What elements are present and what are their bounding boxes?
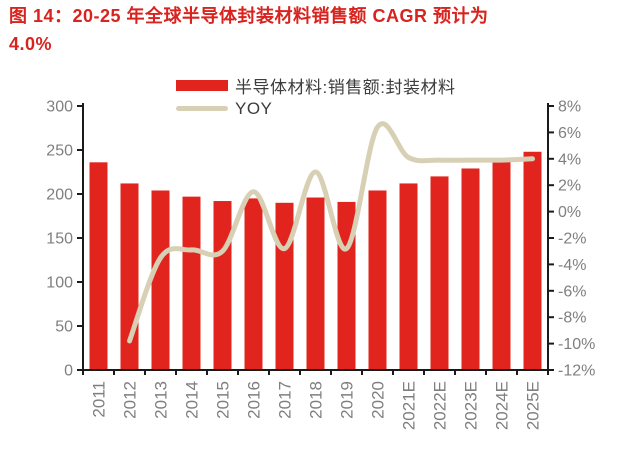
bar-2022E [430, 176, 449, 370]
bar-2017 [275, 202, 294, 370]
figure-title: 图 14：20-25 年全球半导体封装材料销售额 CAGR 预计为 4.0% [9, 2, 633, 58]
bar-2013 [151, 190, 170, 370]
left-axis-tick-label: 100 [46, 275, 73, 292]
right-axis-tick-label: 0% [558, 204, 581, 221]
legend-item-sales: 半导体材料:销售额:封装材料 [176, 74, 455, 97]
right-axis-tick-label: 8% [558, 99, 581, 116]
figure-title-line2: 4.0% [9, 34, 53, 54]
left-axis-tick-label: 250 [46, 143, 73, 160]
bar-series-swatch [176, 80, 228, 91]
bar-2020 [368, 190, 387, 370]
figure-title-line1: 图 14：20-25 年全球半导体封装材料销售额 CAGR 预计为 [9, 6, 489, 26]
left-axis-tick-label: 50 [55, 319, 73, 336]
chart-legend: 半导体材料:销售额:封装材料 YOY [176, 74, 455, 120]
bar-2014 [182, 196, 201, 370]
bar-2025E [523, 151, 542, 370]
x-axis-label-2025E: 2025E [524, 381, 543, 430]
x-axis-label-2017: 2017 [276, 381, 295, 419]
x-axis-label-2024E: 2024E [493, 381, 512, 430]
line-series-swatch [176, 106, 228, 111]
x-axis-label-2012: 2012 [121, 381, 140, 419]
left-axis-tick-label: 150 [46, 231, 73, 248]
right-axis-tick-label: -10% [558, 336, 595, 353]
left-axis-tick-label: 0 [64, 363, 73, 380]
bar-2023E [461, 168, 480, 370]
x-axis-label-2015: 2015 [214, 381, 233, 419]
legend-label-yoy: YOY [235, 98, 273, 118]
right-axis-tick-label: -12% [558, 363, 595, 380]
x-axis-label-2018: 2018 [307, 381, 326, 419]
left-axis-tick-label: 200 [46, 187, 73, 204]
bar-2021E [399, 183, 418, 370]
yoy-line [127, 121, 535, 344]
x-axis-label-2011: 2011 [90, 381, 109, 418]
x-axis-label-2016: 2016 [245, 381, 264, 419]
right-axis-tick-label: 4% [558, 151, 581, 168]
bar-2011 [89, 162, 108, 370]
left-axis-tick-label: 300 [46, 99, 73, 116]
bar-2016 [244, 198, 263, 370]
bar-2024E [492, 160, 511, 370]
right-axis-tick-label: 2% [558, 178, 581, 195]
legend-label-sales: 半导体材料:销售额:封装材料 [235, 78, 456, 97]
legend-item-yoy: YOY [176, 97, 455, 120]
x-axis-label-2023E: 2023E [462, 381, 481, 430]
x-axis-label-2019: 2019 [338, 381, 357, 419]
x-axis-label-2021E: 2021E [400, 381, 419, 430]
bar-2018 [306, 197, 325, 370]
right-axis-tick-label: -4% [558, 257, 586, 274]
right-axis-tick-label: -6% [558, 283, 586, 300]
right-axis-tick-label: -2% [558, 231, 586, 248]
x-axis-label-2014: 2014 [183, 381, 202, 419]
x-axis-label-2022E: 2022E [431, 381, 450, 430]
x-axis-label-2013: 2013 [152, 381, 171, 419]
right-axis-tick-label: -8% [558, 310, 586, 327]
x-axis-label-2020: 2020 [369, 381, 388, 419]
bar-2015 [213, 201, 232, 370]
right-axis-tick-label: 6% [558, 125, 581, 142]
